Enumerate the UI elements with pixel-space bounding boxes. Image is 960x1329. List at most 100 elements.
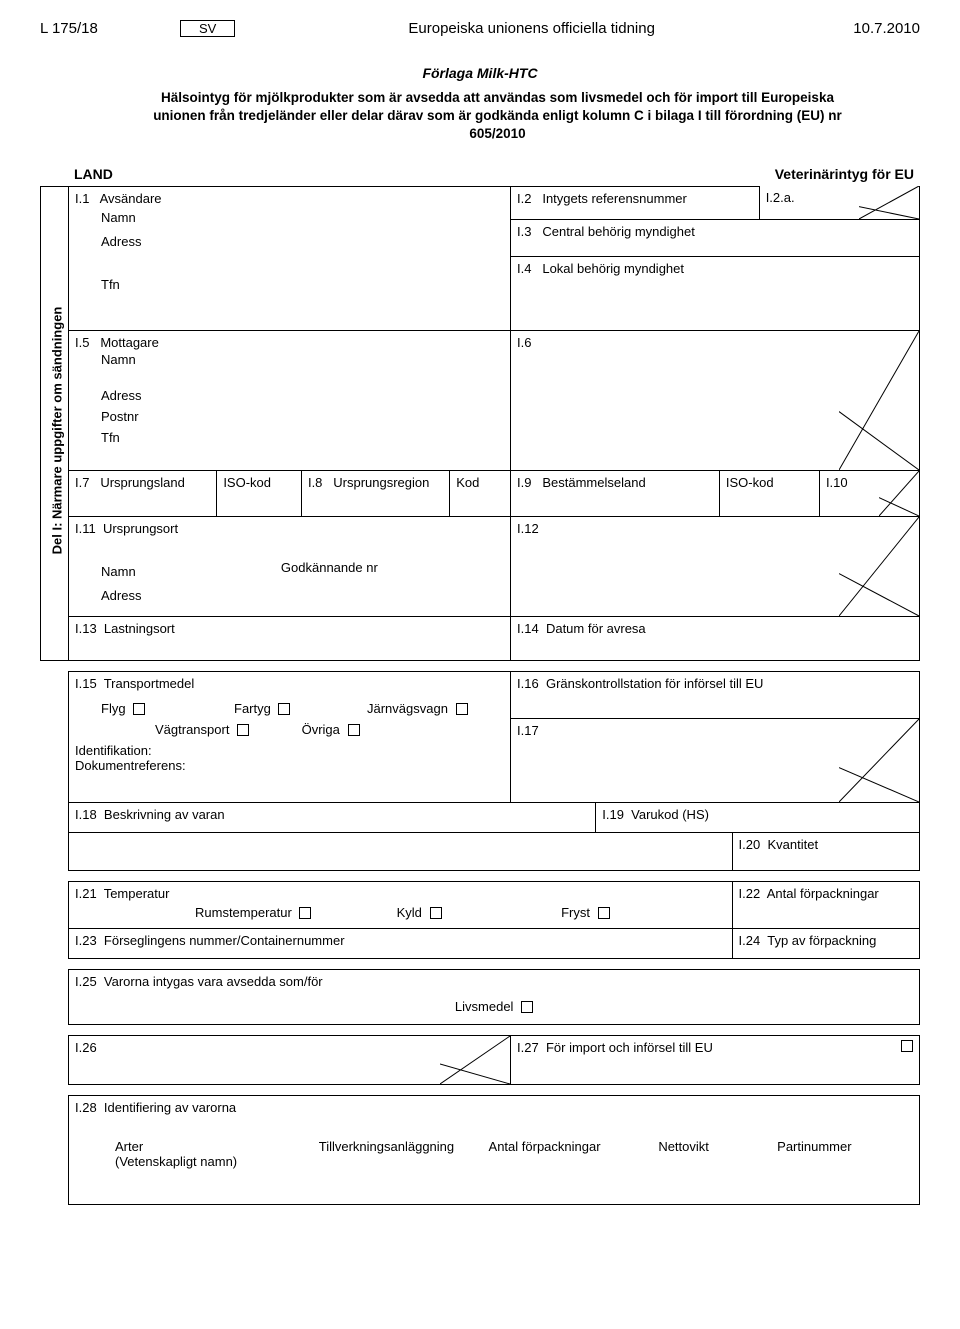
i5-post: Postnr (75, 407, 504, 428)
cell-i13: I.13 Lastningsort (68, 617, 511, 661)
i19-label: Varukod (HS) (631, 807, 709, 822)
i24-num: I.24 (739, 933, 761, 948)
i10-num: I.10 (826, 475, 848, 490)
cell-i26: I.26 (68, 1035, 511, 1085)
page-date: 10.7.2010 (810, 20, 920, 37)
i15-label: Transportmedel (104, 676, 195, 691)
i5-label: Mottagare (100, 335, 159, 350)
opt-fryst: Fryst (561, 905, 590, 920)
i4-num: I.4 (517, 261, 531, 276)
i7-iso: ISO-kod (217, 471, 301, 516)
i22-num: I.22 (739, 886, 761, 901)
checkbox[interactable] (237, 724, 249, 736)
checkbox[interactable] (598, 907, 610, 919)
checkbox[interactable] (456, 703, 468, 715)
opt-livsmedel: Livsmedel (455, 999, 514, 1014)
i1-label: Avsändare (100, 191, 162, 206)
i22-label: Antal förpackningar (767, 886, 879, 901)
i23-num: I.23 (75, 933, 97, 948)
i16-label: Gränskontrollstation för införsel till E… (546, 676, 763, 691)
i14-label: Datum för avresa (546, 621, 646, 636)
i1-num: I.1 (75, 191, 89, 206)
i1-name: Namn (75, 206, 504, 231)
i2a-num: I.2.a. (766, 190, 795, 205)
i21-label: Temperatur (104, 886, 170, 901)
checkbox[interactable] (348, 724, 360, 736)
cell-i14: I.14 Datum för avresa (511, 617, 920, 661)
cell-i6: I.6 (511, 331, 920, 471)
checkbox[interactable] (430, 907, 442, 919)
i9-label: Bestämmelseland (542, 475, 645, 490)
i9-num: I.9 (517, 475, 531, 490)
cell-i1: I.1 Avsändare Namn Adress Tfn (68, 186, 511, 331)
i5-phone: Tfn (75, 428, 504, 449)
cell-i3: I.3 Central behörig myndighet (511, 220, 920, 257)
i6-num: I.6 (517, 335, 531, 350)
cell-i15: I.15 Transportmedel Flyg Fartyg Järnvägs… (68, 671, 511, 803)
cell-i11: I.11 Ursprungsort Namn Godkännande nr Ad… (68, 517, 511, 617)
cell-i23: I.23 Förseglingens nummer/Containernumme… (68, 929, 733, 959)
i4-label: Lokal behörig myndighet (542, 261, 684, 276)
land-label: LAND (68, 162, 511, 186)
i20-num: I.20 (739, 837, 761, 852)
checkbox[interactable] (299, 907, 311, 919)
col-netto: Nettovikt (658, 1139, 777, 1169)
opt-jarnvag: Järnvägsvagn (367, 701, 448, 716)
cell-i4: I.4 Lokal behörig myndighet (511, 257, 920, 331)
i11-address: Adress (75, 584, 504, 609)
i25-num: I.25 (75, 974, 97, 989)
checkbox[interactable] (133, 703, 145, 715)
i11-label: Ursprungsort (103, 521, 178, 536)
i7-num: I.7 (75, 475, 89, 490)
i9-iso: ISO-kod (720, 471, 819, 516)
i18-num: I.18 (75, 807, 97, 822)
cell-i2: I.2 Intygets referensnummer (511, 186, 760, 220)
opt-ovriga: Övriga (302, 722, 340, 737)
i11-num: I.11 (75, 521, 96, 536)
cell-i16: I.16 Gränskontrollstation för införsel t… (511, 671, 920, 719)
i5-num: I.5 (75, 335, 89, 350)
cell-i18: I.18 Beskrivning av varan (68, 803, 596, 833)
i27-label: För import och införsel till EU (546, 1040, 713, 1055)
cell-i28: I.28 Identifiering av varorna Arter (Vet… (68, 1095, 920, 1205)
i2-num: I.2 (517, 191, 531, 206)
row-i7-i8: I.7 Ursprungsland ISO-kod I.8 Ursprungsr… (68, 471, 511, 517)
col-arter: Arter (115, 1139, 319, 1154)
cell-i12: I.12 (511, 517, 920, 617)
opt-rums: Rumstemperatur (195, 905, 292, 920)
i1-phone: Tfn (75, 273, 504, 298)
page-ref: L 175/18 (40, 20, 180, 37)
cell-i19: I.19 Varukod (HS) (596, 803, 920, 833)
checkbox[interactable] (278, 703, 290, 715)
diag-icon (839, 331, 919, 470)
checkbox[interactable] (901, 1040, 913, 1052)
opt-flyg: Flyg (101, 701, 126, 716)
checkbox[interactable] (521, 1001, 533, 1013)
cell-i27: I.27 För import och införsel till EU (511, 1035, 920, 1085)
side-label: Del I: Närmare uppgifter om sändningen (40, 186, 68, 661)
i28-num: I.28 (75, 1100, 97, 1115)
col-parti: Partinummer (777, 1139, 913, 1169)
row-i9-i10: I.9 Bestämmelseland ISO-kod I.10 (511, 471, 920, 517)
i8-num: I.8 (308, 475, 322, 490)
i18-label: Beskrivning av varan (104, 807, 225, 822)
i1-address: Adress (75, 230, 504, 255)
i3-num: I.3 (517, 224, 531, 239)
i8-label: Ursprungsregion (333, 475, 429, 490)
i14-num: I.14 (517, 621, 539, 636)
i19-num: I.19 (602, 807, 624, 822)
i3-label: Central behörig myndighet (542, 224, 694, 239)
cell-i22: I.22 Antal förpackningar (733, 881, 920, 929)
cell-i24: I.24 Typ av förpackning (733, 929, 920, 959)
opt-fartyg: Fartyg (234, 701, 271, 716)
page-header: L 175/18 SV Europeiska unionens officiel… (40, 20, 920, 37)
i28-label: Identifiering av varorna (104, 1100, 236, 1115)
i2-label: Intygets referensnummer (542, 191, 687, 206)
i25-label: Varorna intygas vara avsedda som/för (104, 974, 323, 989)
diag-icon (879, 471, 919, 516)
opt-kyld: Kyld (397, 905, 422, 920)
i5-name: Namn (75, 350, 504, 371)
i11-godk: Godkännande nr (281, 560, 378, 585)
i26-num: I.26 (75, 1040, 97, 1055)
i24-label: Typ av förpackning (767, 933, 876, 948)
